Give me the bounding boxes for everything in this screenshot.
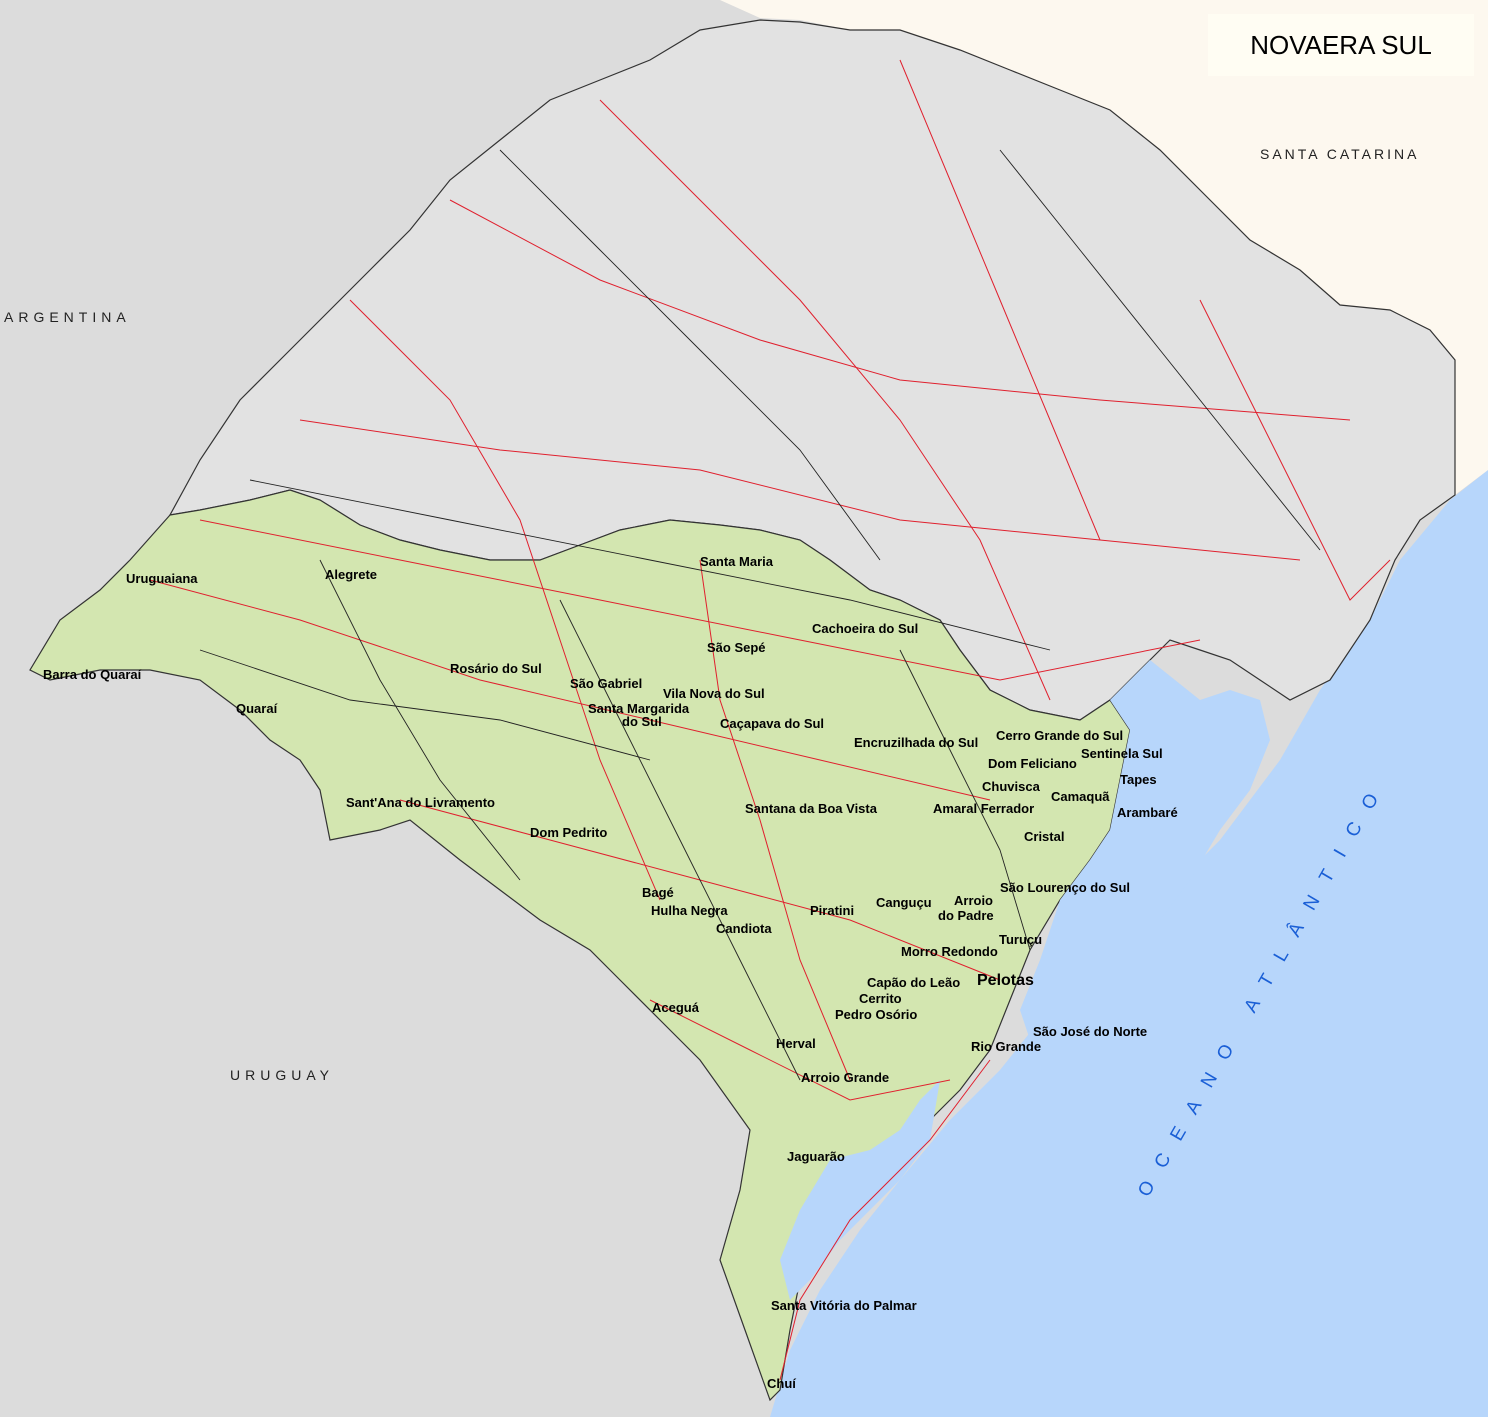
city-label[interactable]: Piratini <box>810 903 854 918</box>
city-label[interactable]: Encruzilhada do Sul <box>854 735 978 750</box>
road-network-red <box>149 59 1391 1381</box>
city-label[interactable]: Cristal <box>1024 829 1064 844</box>
city-label[interactable]: Arambaré <box>1117 805 1178 820</box>
city-label[interactable]: Quaraí <box>236 701 278 716</box>
city-label[interactable]: Caçapava do Sul <box>720 716 824 731</box>
city-label[interactable]: Dom Feliciano <box>988 756 1077 771</box>
city-label[interactable]: Uruguaiana <box>126 571 198 586</box>
city-label[interactable]: Barra do Quaraí <box>43 667 142 682</box>
city-label[interactable]: Capão do Leão <box>867 975 960 990</box>
city-label[interactable]: Arroio Grande <box>801 1070 889 1085</box>
city-label[interactable]: Chuí <box>767 1376 796 1391</box>
city-label[interactable]: Jaguarão <box>787 1149 845 1164</box>
city-label[interactable]: Aceguá <box>652 1000 700 1015</box>
city-label[interactable]: Santa Margarida <box>588 701 690 716</box>
city-label[interactable]: Cerro Grande do Sul <box>996 728 1123 743</box>
city-label[interactable]: Pedro Osório <box>835 1007 917 1022</box>
city-label[interactable]: Sant'Ana do Livramento <box>346 795 495 810</box>
lagoa-mirim <box>780 1080 940 1300</box>
city-label[interactable]: Tapes <box>1120 772 1157 787</box>
map-title-box: NOVAERA SUL <box>1208 14 1474 76</box>
city-label[interactable]: Camaquã <box>1051 789 1110 804</box>
city-label[interactable]: Dom Pedrito <box>530 825 607 840</box>
region-label-uruguay: URUGUAY <box>230 1067 334 1083</box>
city-label[interactable]: São Gabriel <box>570 676 642 691</box>
city-label[interactable]: Sentinela Sul <box>1081 746 1163 761</box>
city-label[interactable]: Herval <box>776 1036 816 1051</box>
city-label[interactable]: São Lourenço do Sul <box>1000 880 1130 895</box>
region-label-argentina: ARGENTINA <box>4 309 131 325</box>
map-title: NOVAERA SUL <box>1250 29 1432 60</box>
city-label[interactable]: Pelotas <box>977 972 1034 989</box>
city-label[interactable]: Santa Vitória do Palmar <box>771 1298 917 1313</box>
city-label[interactable]: Amaral Ferrador <box>933 801 1034 816</box>
city-label[interactable]: Cachoeira do Sul <box>812 621 918 636</box>
city-label[interactable]: Alegrete <box>325 567 377 582</box>
city-label[interactable]: Morro Redondo <box>901 944 998 959</box>
city-label[interactable]: Arroio <box>954 893 993 908</box>
city-label[interactable]: do Padre <box>938 908 994 923</box>
santa-catarina-area <box>720 0 1488 495</box>
region-label-santa-catarina: SANTA CATARINA <box>1260 146 1419 162</box>
city-label[interactable]: Cerrito <box>859 991 902 1006</box>
lagoa-dos-patos <box>1020 660 1270 1040</box>
city-label[interactable]: Turuçu <box>999 932 1042 947</box>
city-label[interactable]: São Sepé <box>707 640 766 655</box>
city-label[interactable]: São José do Norte <box>1033 1024 1147 1039</box>
city-label[interactable]: Santa Maria <box>700 554 774 569</box>
city-label[interactable]: Hulha Negra <box>651 903 728 918</box>
city-label[interactable]: Bagé <box>642 885 674 900</box>
city-label[interactable]: Vila Nova do Sul <box>663 686 765 701</box>
city-label[interactable]: do Sul <box>622 714 662 729</box>
city-label[interactable]: Santana da Boa Vista <box>745 801 878 816</box>
city-label[interactable]: Chuvisca <box>982 779 1041 794</box>
road-network-black <box>199 149 1321 1081</box>
city-label[interactable]: Rio Grande <box>971 1039 1041 1054</box>
city-label[interactable]: Rosário do Sul <box>450 661 542 676</box>
city-label[interactable]: Canguçu <box>876 895 932 910</box>
city-label[interactable]: Candiota <box>716 921 772 936</box>
